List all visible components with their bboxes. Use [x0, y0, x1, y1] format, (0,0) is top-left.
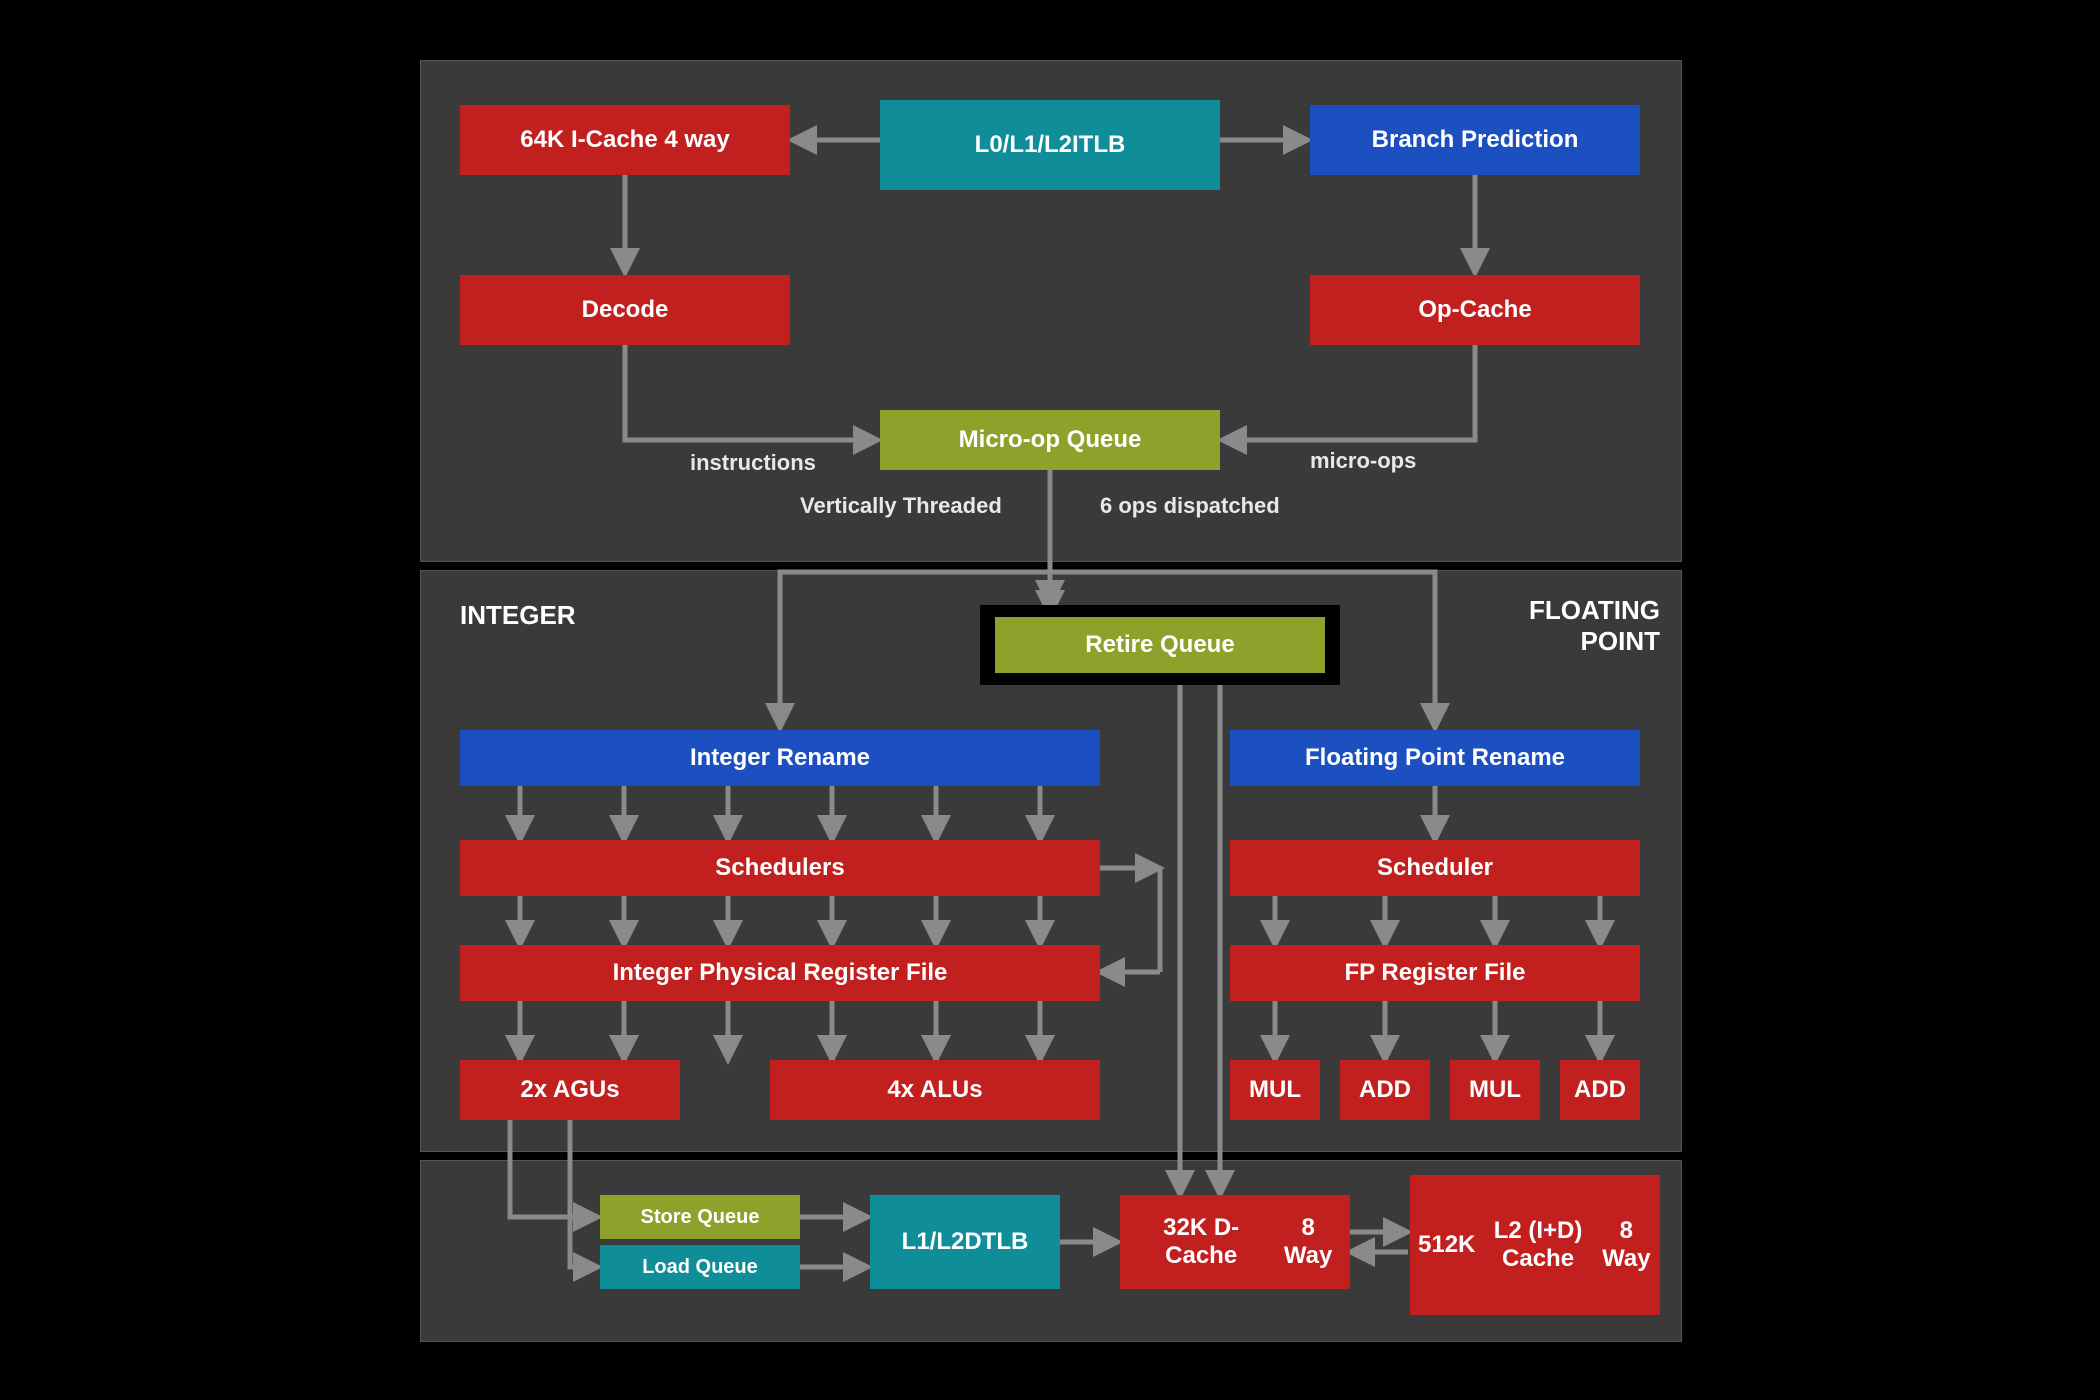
box-fp-prf: FP Register File [1230, 945, 1640, 1001]
box-dcache: 32K D-Cache8 Way [1120, 1195, 1350, 1289]
box-agus: 2x AGUs [460, 1060, 680, 1120]
box-uop-queue: Micro-op Queue [880, 410, 1220, 470]
box-int-rename: Integer Rename [460, 730, 1100, 786]
box-branch-pred: Branch Prediction [1310, 105, 1640, 175]
box-add2: ADD [1560, 1060, 1640, 1120]
box-l2cache: 512KL2 (I+D) Cache8 Way [1410, 1175, 1660, 1315]
lbl-vthread: Vertically Threaded [800, 493, 1002, 519]
box-fp-sched: Scheduler [1230, 840, 1640, 896]
box-store-queue: Store Queue [600, 1195, 800, 1239]
box-dtlb: L1/L2DTLB [870, 1195, 1060, 1289]
lbl-dispatched: 6 ops dispatched [1100, 493, 1280, 519]
box-icache: 64K I-Cache 4 way [460, 105, 790, 175]
box-add1: ADD [1340, 1060, 1430, 1120]
box-load-queue: Load Queue [600, 1245, 800, 1289]
box-int-sched: Schedulers [460, 840, 1100, 896]
lbl-instructions: instructions [690, 450, 816, 476]
integer-label: INTEGER [460, 600, 576, 631]
box-mul2: MUL [1450, 1060, 1540, 1120]
box-op-cache: Op-Cache [1310, 275, 1640, 345]
box-alus: 4x ALUs [770, 1060, 1100, 1120]
box-itlb: L0/L1/L2ITLB [880, 100, 1220, 190]
diagram-stage: 64K I-Cache 4 way L0/L1/L2ITLB Branch Pred… [400, 40, 1700, 1360]
box-retire-queue: Retire Queue [995, 617, 1325, 673]
lbl-micro-ops: micro-ops [1310, 448, 1416, 474]
box-decode: Decode [460, 275, 790, 345]
box-fp-rename: Floating Point Rename [1230, 730, 1640, 786]
box-mul1: MUL [1230, 1060, 1320, 1120]
box-int-prf: Integer Physical Register File [460, 945, 1100, 1001]
floating-label: FLOATINGPOINT [1529, 595, 1660, 657]
